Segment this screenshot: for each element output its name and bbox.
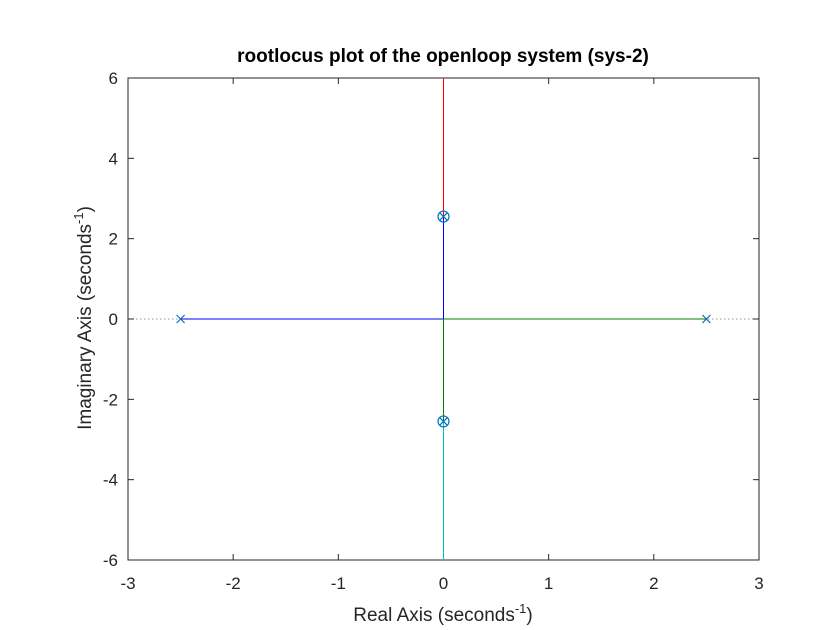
x-tick-label-5: 2 [649,574,658,593]
pole-marker-3 [439,212,448,221]
y-axis-label-superscript: -1 [71,212,86,224]
y-tick-label-4: 2 [109,230,118,249]
y-tick-label-0: -6 [103,551,118,570]
zero-marker-2 [437,415,450,428]
plot-area: -3 -2 -1 0 1 2 3 -6 -4 -2 0 2 4 6 [103,69,764,593]
zero-marker-1 [437,210,450,223]
x-tick-label-6: 3 [754,574,763,593]
locus-branch-2 [443,318,707,422]
y-tick-label-1: -4 [103,471,118,490]
y-axis-label: Imaginary Axis (seconds-1) [71,206,96,430]
x-axis-label-text: Real Axis (seconds [353,605,515,626]
y-axis-label-close: ) [75,206,96,212]
y-axis-label-text: Imaginary Axis (seconds [75,224,96,430]
pole-marker-2 [701,314,711,324]
x-axis-label-close: ) [526,605,532,626]
y-tick-label-5: 4 [109,149,118,168]
y-tick-label-3: 0 [109,310,118,329]
x-tick-label-2: -1 [331,574,346,593]
x-tick-label-1: -2 [226,574,241,593]
x-tick-label-3: 0 [439,574,448,593]
y-tick-label-2: -2 [103,390,118,409]
pole-marker-1 [176,314,186,324]
x-axis-label-superscript: -1 [515,601,527,616]
y-tick-label-6: 6 [109,69,118,88]
x-tick-label-4: 1 [544,574,553,593]
x-tick-label-0: -3 [120,574,135,593]
x-axis-label: Real Axis (seconds-1) [353,601,532,626]
chart-title: rootlocus plot of the openloop system (s… [237,46,649,67]
pole-marker-4 [439,417,448,426]
